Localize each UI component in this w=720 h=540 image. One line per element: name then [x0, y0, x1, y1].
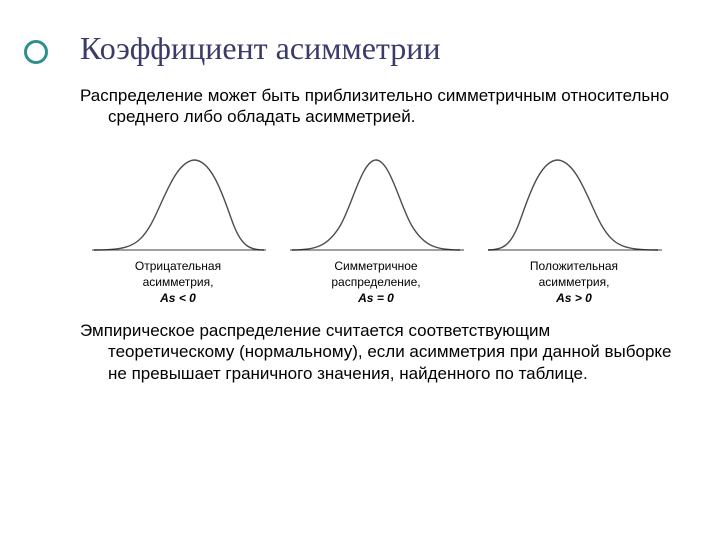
intro-paragraph: Распределение может быть приблизительно … [108, 85, 672, 128]
curve-symmetric: Симметричное распределение, As = 0 [286, 146, 466, 307]
curve-negative-svg [88, 146, 268, 256]
curve-negative-line1: Отрицательная [135, 259, 221, 273]
title-bullet-icon [24, 40, 48, 64]
curve-positive-caption: Положительная асимметрия, As > 0 [530, 258, 618, 307]
curve-negative: Отрицательная асимметрия, As < 0 [88, 146, 268, 307]
curve-symmetric-formula: As = 0 [358, 291, 394, 305]
curve-negative-caption: Отрицательная асимметрия, As < 0 [135, 258, 221, 307]
curve-symmetric-svg [286, 146, 466, 256]
curve-negative-line2: асимметрия, [143, 275, 214, 289]
page-title: Коэффициент асимметрии [80, 30, 672, 67]
curve-symmetric-line2: распределение, [331, 275, 420, 289]
curve-positive-svg [484, 146, 664, 256]
curve-positive-line1: Положительная [530, 259, 618, 273]
slide: Коэффициент асимметрии Распределение мож… [0, 0, 720, 408]
curve-symmetric-caption: Симметричное распределение, As = 0 [331, 258, 420, 307]
curve-positive-formula: As > 0 [556, 291, 592, 305]
curve-negative-formula: As < 0 [160, 291, 196, 305]
curve-symmetric-line1: Симметричное [334, 259, 417, 273]
curve-positive: Положительная асимметрия, As > 0 [484, 146, 664, 307]
conclusion-paragraph: Эмпирическое распределение считается соо… [108, 320, 672, 384]
curves-row: Отрицательная асимметрия, As < 0 Симметр… [80, 146, 672, 307]
curve-positive-line2: асимметрия, [539, 275, 610, 289]
